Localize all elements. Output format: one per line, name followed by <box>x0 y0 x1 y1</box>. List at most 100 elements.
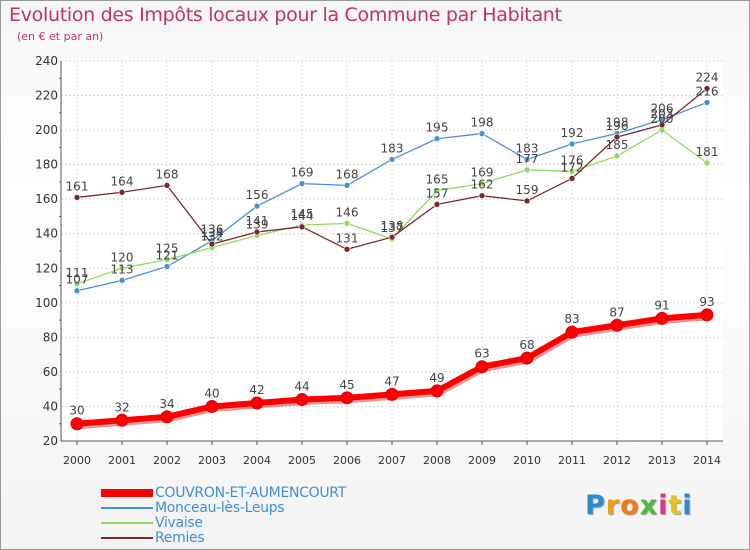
data-point-couvron-et-aumencourt <box>115 413 129 427</box>
logo-letter: i <box>658 490 669 521</box>
data-point-couvron-et-aumencourt <box>205 399 219 413</box>
data-point-remies <box>568 175 576 182</box>
x-tick-label: 2013 <box>648 454 676 467</box>
logo-letter: x <box>639 490 659 521</box>
data-point-vivaise <box>523 166 531 174</box>
data-label-remies: 138 <box>381 219 404 233</box>
data-point-remies <box>253 228 261 236</box>
logo-letter: o <box>620 490 640 521</box>
data-label-vivaise: 169 <box>471 166 494 180</box>
proxiti-logo: Proxiti <box>585 490 693 521</box>
data-label-monceau-les-leups: 206 <box>651 102 674 116</box>
data-label-monceau-les-leups: 195 <box>426 121 449 135</box>
data-label-couvron-et-aumencourt: 68 <box>519 338 534 352</box>
data-point-monceau-les-leups <box>703 99 711 106</box>
data-point-remies <box>523 197 531 205</box>
x-tick-label: 2000 <box>63 454 91 467</box>
data-point-couvron-et-aumencourt <box>250 396 264 410</box>
data-label-monceau-les-leups: 183 <box>516 141 539 155</box>
data-point-remies <box>658 121 666 129</box>
data-label-monceau-les-leups: 136 <box>201 223 224 237</box>
data-label-remies: 157 <box>426 186 449 200</box>
data-label-vivaise: 139 <box>246 217 269 231</box>
data-point-couvron-et-aumencourt <box>340 391 354 405</box>
data-point-remies <box>73 194 81 201</box>
y-tick-label: 100 <box>35 296 58 310</box>
data-point-remies <box>433 201 441 208</box>
data-label-vivaise: 185 <box>606 138 629 152</box>
x-tick-label: 2010 <box>513 454 541 467</box>
data-point-remies <box>163 182 171 189</box>
legend-label-couvron: COUVRON-ET-AUMENCOURT <box>155 485 346 501</box>
data-point-remies <box>703 85 711 92</box>
data-label-monceau-les-leups: 169 <box>291 166 314 180</box>
data-label-monceau-les-leups: 198 <box>471 116 494 130</box>
x-tick-label: 2011 <box>558 454 586 467</box>
legend-label-monceau: Monceau-lès-Leups <box>155 500 285 516</box>
x-tick-label: 2003 <box>198 454 226 467</box>
y-tick-label: 240 <box>35 54 58 68</box>
data-point-vivaise <box>433 187 441 194</box>
data-label-couvron-et-aumencourt: 47 <box>384 374 399 388</box>
x-tick-label: 2001 <box>108 454 136 467</box>
data-label-monceau-les-leups: 121 <box>156 249 179 263</box>
data-point-monceau-les-leups <box>433 135 441 143</box>
data-label-couvron-et-aumencourt: 40 <box>204 386 219 400</box>
y-tick-label: 180 <box>35 158 58 172</box>
data-point-vivaise <box>163 256 171 263</box>
data-label-vivaise: 165 <box>426 173 449 187</box>
data-point-monceau-les-leups <box>388 156 396 163</box>
data-label-couvron-et-aumencourt: 91 <box>654 298 669 312</box>
data-label-monceau-les-leups: 168 <box>336 167 359 181</box>
data-point-couvron-et-aumencourt <box>475 360 489 374</box>
y-tick-label: 20 <box>43 434 58 448</box>
data-point-monceau-les-leups <box>253 202 261 210</box>
data-label-vivaise: 120 <box>111 250 134 264</box>
data-point-monceau-les-leups <box>343 182 351 189</box>
data-point-remies <box>478 192 486 200</box>
data-label-vivaise: 146 <box>336 205 359 219</box>
data-label-couvron-et-aumencourt: 44 <box>294 380 309 394</box>
data-label-remies: 144 <box>291 209 314 223</box>
y-tick-label: 120 <box>35 261 58 275</box>
data-point-vivaise <box>568 168 576 175</box>
data-point-couvron-et-aumencourt <box>385 387 399 401</box>
logo-letter: t <box>668 490 683 521</box>
y-tick-label: 40 <box>43 399 58 413</box>
data-label-couvron-et-aumencourt: 42 <box>249 383 264 397</box>
data-point-monceau-les-leups <box>163 263 171 270</box>
data-label-couvron-et-aumencourt: 32 <box>114 400 129 414</box>
data-point-couvron-et-aumencourt <box>565 325 579 339</box>
y-tick-label: 220 <box>35 89 58 103</box>
data-label-remies: 134 <box>201 226 224 240</box>
data-point-couvron-et-aumencourt <box>70 417 84 431</box>
data-point-remies <box>298 223 306 231</box>
y-tick-labels: 20 40 60 80 100 120 140 160 180 200 220 240 <box>35 54 58 448</box>
data-point-vivaise <box>118 264 126 272</box>
x-tick-label: 2008 <box>423 454 451 467</box>
legend-swatch-monceau <box>101 507 153 509</box>
x-tick-label: 2014 <box>693 454 721 467</box>
chart-title: Evolution des Impôts locaux pour la Comm… <box>9 4 562 26</box>
data-point-couvron-et-aumencourt <box>610 318 624 332</box>
data-label-vivaise: 125 <box>156 242 179 256</box>
data-point-vivaise <box>343 220 351 227</box>
data-label-couvron-et-aumencourt: 45 <box>339 378 354 392</box>
data-label-vivaise: 145 <box>291 207 314 221</box>
data-point-monceau-les-leups <box>118 277 126 284</box>
data-label-monceau-les-leups: 113 <box>111 262 134 276</box>
data-label-remies: 203 <box>651 107 674 121</box>
data-point-monceau-les-leups <box>478 130 486 137</box>
data-label-couvron-et-aumencourt: 63 <box>474 347 489 361</box>
data-label-vivaise: 181 <box>696 145 719 159</box>
data-label-remies: 224 <box>696 71 719 85</box>
data-point-remies <box>118 188 126 196</box>
x-tick-label: 2006 <box>333 454 361 467</box>
x-tick-labels: 2000 2001 2002 2003 2004 2005 2006 2007 2008 2009… <box>63 441 721 467</box>
series-lines <box>70 85 714 431</box>
data-point-remies <box>208 240 216 248</box>
data-label-remies: 196 <box>606 119 629 133</box>
y-tick-label: 200 <box>35 123 58 137</box>
